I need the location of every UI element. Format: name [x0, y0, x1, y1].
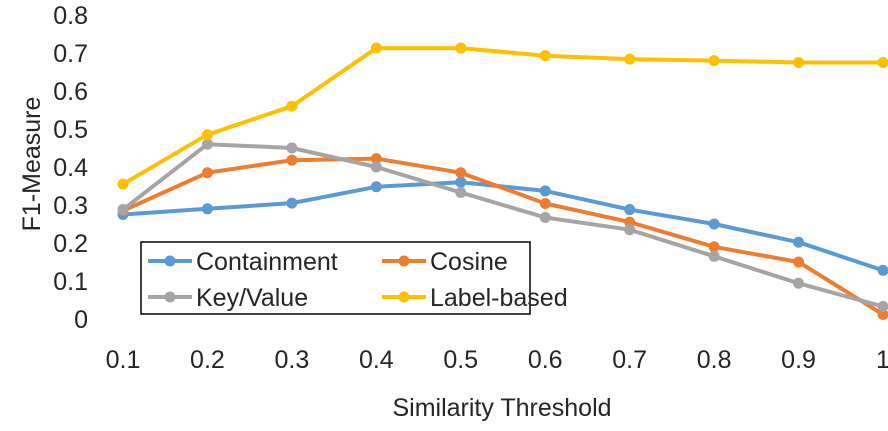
data-point [118, 204, 129, 215]
data-point [793, 278, 804, 289]
y-tick-label: 0.6 [53, 78, 88, 106]
x-axis-title: Similarity Threshold [392, 394, 611, 422]
data-point [455, 167, 466, 178]
legend-label: Key/Value [196, 284, 308, 312]
data-point [624, 204, 635, 215]
y-tick-label: 0.5 [53, 116, 88, 144]
data-point [202, 139, 213, 150]
legend-label: Containment [196, 248, 338, 276]
data-point [118, 179, 129, 190]
x-tick-label: 0.6 [528, 346, 563, 374]
data-point [455, 43, 466, 54]
data-point [878, 57, 888, 68]
data-point [455, 187, 466, 198]
data-point [709, 55, 720, 66]
data-point [202, 167, 213, 178]
y-axis-ticks: 0 0.1 0.2 0.3 0.4 0.5 0.6 0.7 0.8 [53, 2, 88, 334]
x-tick-label: 0.3 [275, 346, 310, 374]
data-point [371, 43, 382, 54]
legend-swatch-marker [165, 256, 176, 267]
x-tick-label: 0.9 [781, 346, 816, 374]
data-point [286, 143, 297, 154]
legend-label: Cosine [430, 248, 508, 276]
data-point [455, 177, 466, 188]
data-point [793, 57, 804, 68]
y-tick-label: 0.4 [53, 154, 88, 182]
data-point [540, 212, 551, 223]
y-tick-label: 0.1 [53, 268, 88, 296]
y-tick-label: 0.2 [53, 230, 88, 258]
x-tick-label: 0.8 [697, 346, 732, 374]
y-tick-label: 0 [74, 306, 88, 334]
data-point [286, 155, 297, 166]
legend-swatch-marker [165, 292, 176, 303]
x-tick-label: 0.5 [443, 346, 478, 374]
y-tick-label: 0.8 [53, 2, 88, 30]
data-point [878, 265, 888, 276]
data-point [624, 224, 635, 235]
data-point [286, 198, 297, 209]
legend-swatch-marker [399, 256, 410, 267]
legend-label: Label-based [430, 284, 568, 312]
data-point [624, 54, 635, 65]
x-tick-label: 0.4 [359, 346, 394, 374]
series-line [123, 48, 883, 184]
legend: Containment Cosine Key/Value Label-based [141, 242, 568, 314]
data-point [709, 241, 720, 252]
data-point [878, 301, 888, 312]
y-tick-label: 0.7 [53, 40, 88, 68]
x-tick-label: 0.7 [612, 346, 647, 374]
data-point [540, 185, 551, 196]
data-point [709, 219, 720, 230]
data-point [793, 257, 804, 268]
data-point [202, 129, 213, 140]
data-point [793, 237, 804, 248]
data-point [540, 198, 551, 209]
x-tick-label: 0.1 [106, 346, 141, 374]
data-point [371, 162, 382, 173]
legend-swatch-marker [399, 292, 410, 303]
data-point [202, 203, 213, 214]
data-point [709, 251, 720, 262]
data-point [286, 101, 297, 112]
data-point [371, 181, 382, 192]
y-axis-title: F1-Measure [18, 97, 46, 232]
x-tick-label: 0.2 [190, 346, 225, 374]
data-point [540, 50, 551, 61]
x-axis-ticks: 0.1 0.2 0.3 0.4 0.5 0.6 0.7 0.8 0.9 1 [106, 346, 888, 374]
y-tick-label: 0.3 [53, 192, 88, 220]
x-tick-label: 1 [876, 346, 888, 374]
